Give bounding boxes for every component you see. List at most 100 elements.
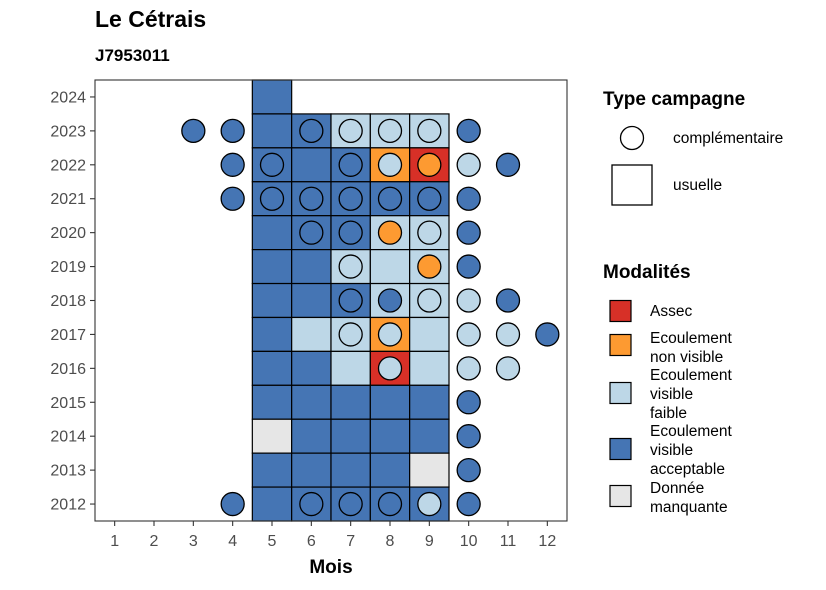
point-complementaire-2016-8	[377, 356, 403, 381]
legend-key-usuelle	[611, 164, 653, 206]
point-complementaire-2017-8	[377, 322, 403, 347]
point-complementaire-2020-8	[377, 220, 403, 245]
x-tick-label-9: 9	[425, 533, 434, 550]
tile-usuelle-2014-6	[291, 418, 332, 454]
point-complementaire-2021-6	[299, 186, 324, 211]
point-complementaire-2012-6	[299, 491, 324, 517]
legend-label-line: faible	[650, 405, 687, 422]
x-tick-label-11: 11	[500, 533, 517, 550]
tile-usuelle-2014-9	[409, 418, 450, 454]
point-complementaire-2023-3	[181, 118, 206, 144]
x-tick-label-1: 1	[110, 533, 119, 550]
legend-key-dm	[609, 484, 632, 508]
y-tick-label-2017: 2017	[50, 327, 86, 344]
tile-usuelle-2014-5	[251, 418, 293, 454]
point-complementaire-2022-8	[377, 152, 403, 177]
point-complementaire-2022-7	[338, 152, 363, 177]
plot-area	[181, 79, 560, 522]
legend-label-line: Ecoulement	[650, 330, 733, 347]
point-complementaire-2013-10	[456, 457, 481, 483]
x-tick-label-2: 2	[150, 533, 159, 550]
y-tick-label-2016: 2016	[50, 361, 86, 378]
point-complementaire-2012-8	[377, 491, 403, 517]
y-tick-label-2023: 2023	[50, 123, 86, 140]
legend-label-line: visible	[650, 386, 693, 403]
tile-usuelle-2020-5	[251, 215, 293, 251]
tile-usuelle-2016-9	[409, 350, 450, 386]
point-complementaire-2012-7	[338, 491, 363, 517]
tile-usuelle-2015-6	[291, 384, 332, 420]
tile-usuelle-2018-5	[251, 282, 293, 319]
x-tick-label-4: 4	[228, 533, 237, 550]
y-tick-label-2014: 2014	[50, 429, 86, 446]
legend-key-vf	[609, 381, 632, 405]
tile-usuelle-2014-7	[330, 418, 371, 454]
point-complementaire-2021-10	[456, 186, 481, 211]
tile-usuelle-2016-5	[251, 350, 293, 386]
tile-usuelle-2022-6	[291, 147, 332, 183]
legend-label-vf: Ecoulement visible faible	[650, 367, 733, 422]
y-tick-label-2020: 2020	[50, 225, 86, 242]
tile-usuelle-2017-9	[409, 316, 450, 352]
point-complementaire-2016-10	[456, 356, 481, 381]
tile-usuelle-2014-8	[369, 418, 411, 454]
point-complementaire-2022-11	[495, 152, 521, 177]
tile-usuelle-2013-8	[369, 452, 411, 488]
legend-key-va	[609, 437, 632, 461]
tile-usuelle-2017-6	[291, 316, 332, 352]
x-tick-label-3: 3	[189, 533, 198, 550]
legend-key-complementaire	[619, 125, 645, 151]
point-complementaire-2017-7	[338, 322, 363, 347]
point-complementaire-2022-4	[220, 152, 245, 177]
point-complementaire-2018-11	[495, 288, 521, 313]
x-tick-label-8: 8	[386, 533, 395, 550]
y-tick-label-2013: 2013	[50, 463, 86, 480]
tile-usuelle-2019-8	[369, 249, 411, 285]
point-complementaire-2018-10	[456, 288, 481, 313]
tile-usuelle-2015-5	[251, 384, 293, 420]
point-complementaire-2020-6	[299, 220, 324, 245]
tile-usuelle-2016-6	[291, 350, 332, 386]
point-complementaire-2023-10	[456, 118, 481, 144]
y-tick-label-2018: 2018	[50, 293, 86, 310]
legend-label-nv: Ecoulement non visible	[650, 330, 733, 366]
legend-key-assec	[609, 299, 632, 323]
tile-usuelle-2024-5	[251, 79, 293, 115]
point-complementaire-2021-8	[377, 186, 403, 211]
legend-label-usuelle: usuelle	[673, 177, 722, 194]
chart-title: Le Cétrais	[95, 6, 207, 32]
legend-label-assec: Assec	[650, 303, 692, 320]
point-complementaire-2021-5	[259, 186, 285, 211]
tile-usuelle-2019-5	[251, 249, 293, 285]
x-tick-label-6: 6	[307, 533, 316, 550]
point-complementaire-2016-11	[495, 356, 521, 381]
tile-usuelle-2013-9	[409, 452, 450, 488]
point-complementaire-2012-10	[456, 491, 481, 517]
legend-label-line: non visible	[650, 349, 723, 366]
point-complementaire-2019-7	[338, 254, 363, 279]
legend-label-line: Assec	[650, 303, 692, 320]
legend-type-campagne: Type campagne complémentaire usuelle	[603, 89, 783, 206]
point-complementaire-2017-11	[495, 322, 521, 347]
legend-label-line: visible	[650, 442, 693, 459]
legend-key-nv	[609, 333, 632, 357]
x-tick-label-7: 7	[346, 533, 355, 550]
tile-usuelle-2019-6	[291, 249, 332, 285]
x-tick-label-5: 5	[268, 533, 277, 550]
y-tick-label-2015: 2015	[50, 395, 86, 412]
point-complementaire-2014-10	[456, 424, 481, 449]
tile-usuelle-2012-5	[251, 486, 293, 522]
y-tick-label-2012: 2012	[50, 497, 86, 514]
axes: 1 2 3 4 5 6 7 8 9 10 11 122012201320142015201620172…	[50, 79, 568, 550]
point-complementaire-2022-10	[456, 152, 481, 177]
legend-label-va: Ecoulement visible acceptable	[650, 423, 733, 478]
point-complementaire-2021-4	[220, 186, 245, 211]
point-complementaire-2017-10	[456, 322, 481, 347]
y-tick-label-2022: 2022	[50, 157, 86, 174]
point-complementaire-2023-6	[299, 118, 324, 144]
tile-usuelle-2016-7	[330, 350, 371, 386]
y-tick-label-2019: 2019	[50, 259, 86, 276]
point-complementaire-2023-8	[377, 118, 403, 144]
